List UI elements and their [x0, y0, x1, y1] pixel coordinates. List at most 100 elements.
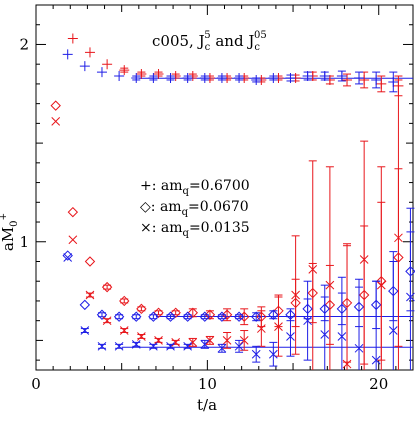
data-point-plus [234, 73, 245, 83]
data-point-plus [268, 73, 279, 83]
data-point-cross [376, 280, 386, 290]
data-point-plus [114, 71, 125, 82]
chart-title: c005, Jc5 and Jc05 [152, 30, 267, 53]
data-point-cross [171, 338, 181, 347]
data-point-plus [336, 71, 347, 82]
data-point-plus [165, 73, 176, 83]
series-diamond-J05 [62, 231, 415, 330]
data-point-cross [166, 341, 175, 351]
legend-entry-2: ◇: amq=0.0670 [140, 199, 249, 218]
data-point-cross [286, 332, 295, 341]
data-point-plus [153, 69, 164, 80]
data-marks [50, 33, 415, 370]
data-point-cross [234, 341, 244, 351]
data-point-cross [119, 326, 129, 335]
data-point-plus [342, 74, 353, 85]
data-point-plus [354, 73, 365, 83]
x-tick-label: 0 [31, 375, 41, 393]
data-point-cross [337, 332, 347, 341]
data-point-cross [114, 341, 124, 351]
axis-ticks [35, 4, 414, 370]
data-point-plus [67, 33, 78, 44]
x-axis-label: t/a [197, 396, 217, 414]
data-point-plus [131, 73, 142, 83]
data-point-diamond [165, 311, 176, 322]
data-point-cross [256, 324, 266, 333]
data-point-diamond [182, 311, 193, 322]
series-plus-J05 [62, 49, 399, 93]
x-tick-label: 20 [369, 375, 388, 393]
data-point-cross [303, 316, 312, 326]
data-point-diamond [119, 295, 130, 307]
data-point-plus [376, 78, 387, 89]
data-point-plus [96, 67, 107, 78]
data-point-diamond [221, 309, 233, 320]
data-point-diamond [204, 309, 216, 320]
data-point-cross [222, 336, 232, 345]
data-point-plus [119, 65, 130, 76]
data-point-cross [63, 253, 73, 262]
data-point-cross [320, 330, 330, 339]
data-point-cross [239, 336, 249, 345]
data-point-plus [319, 71, 330, 82]
data-point-cross [97, 341, 107, 351]
data-point-cross [268, 349, 278, 359]
data-point-plus [62, 49, 73, 60]
series-cross-J05 [63, 207, 415, 370]
data-point-diamond [96, 309, 108, 320]
data-point-cross [188, 338, 198, 347]
data-point-cross [154, 336, 163, 345]
data-point-cross [102, 316, 112, 326]
data-point-plus [371, 74, 382, 85]
data-point-plus [182, 73, 193, 83]
data-point-cross [200, 339, 210, 349]
data-point-cross [342, 359, 352, 369]
data-point-cross [205, 336, 215, 345]
data-point-diamond [131, 311, 142, 322]
data-point-cross [354, 343, 364, 353]
data-point-plus [359, 74, 370, 85]
data-point-cross [388, 326, 398, 335]
data-point-diamond [216, 311, 228, 322]
legend-entry-1: +: amq=0.6700 [140, 178, 250, 197]
data-point-cross [406, 292, 415, 302]
data-point-diamond [187, 307, 199, 318]
data-point-plus [102, 59, 113, 70]
data-point-cross [308, 265, 318, 274]
data-point-diamond [153, 307, 164, 318]
data-point-diamond [136, 303, 147, 315]
data-point-cross [51, 117, 61, 126]
data-point-cross [183, 341, 193, 351]
data-point-plus [302, 71, 313, 82]
data-point-diamond [268, 309, 279, 320]
legend: +: amq=0.6700 ◇: amq=0.0670 ×: amq=0.013… [140, 178, 250, 239]
data-point-cross [291, 290, 300, 300]
data-point-plus [84, 47, 95, 58]
data-point-diamond [50, 100, 61, 111]
data-point-cross [137, 332, 146, 341]
data-point-plus [251, 74, 262, 85]
series-cross-J5 [51, 79, 403, 370]
data-point-plus [285, 73, 296, 83]
data-point-diamond [199, 311, 211, 322]
data-point-plus [216, 73, 227, 83]
y-tick-label: 2 [19, 35, 29, 53]
y-axis-label: aM0+ [0, 213, 20, 251]
data-point-cross [131, 339, 141, 349]
x-tick-label: 10 [198, 375, 217, 393]
data-point-diamond [79, 299, 91, 311]
data-point-cross [371, 355, 381, 365]
data-point-cross [80, 326, 90, 335]
data-point-diamond [62, 250, 73, 261]
legend-entry-3: ×: amq=0.0135 [140, 220, 250, 239]
data-point-cross [149, 341, 158, 351]
data-point-diamond [67, 206, 79, 218]
data-point-diamond [250, 311, 262, 322]
data-point-diamond [233, 311, 245, 322]
data-point-diamond [170, 307, 181, 318]
data-point-diamond [113, 311, 125, 322]
data-point-cross [251, 349, 261, 359]
data-point-cross [85, 290, 95, 300]
data-point-cross [394, 233, 403, 243]
